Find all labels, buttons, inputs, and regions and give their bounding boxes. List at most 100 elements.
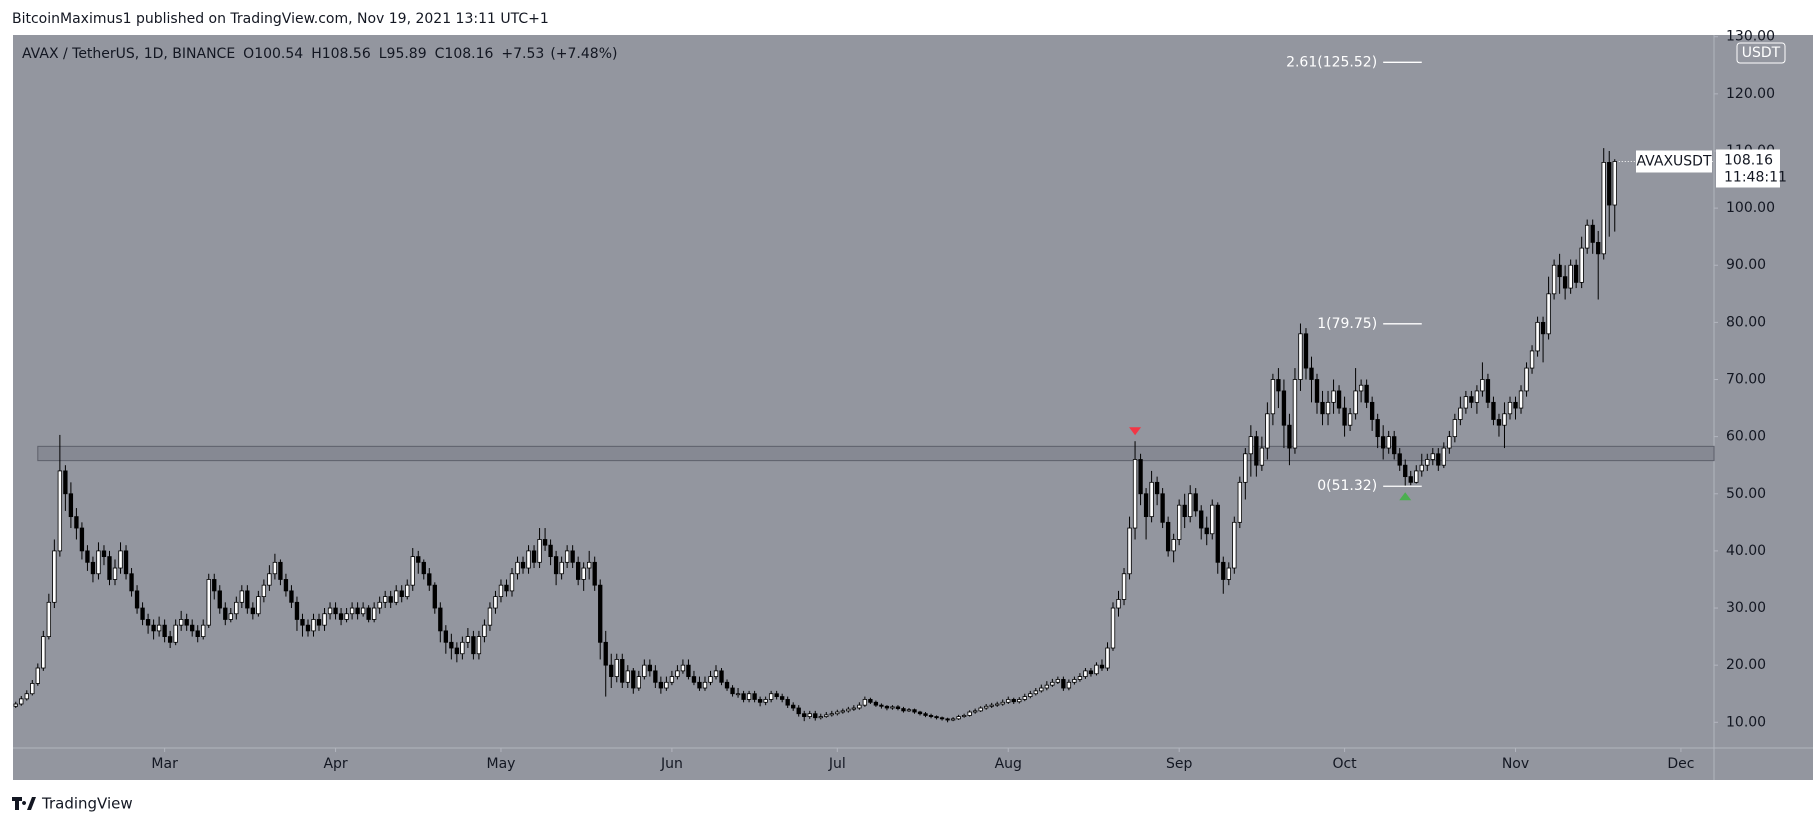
candle-body (1232, 521, 1237, 569)
candle-body (1006, 699, 1011, 703)
candle-body (1513, 401, 1518, 409)
candle-body (509, 573, 515, 592)
candle-body (807, 713, 812, 717)
candle-body (1403, 464, 1408, 478)
candle-body (829, 713, 834, 716)
candle-body (1463, 396, 1469, 409)
candle-body (272, 561, 278, 575)
candle-body (746, 693, 752, 700)
candle-body (1585, 224, 1590, 249)
candle-body (1480, 379, 1485, 392)
y-tick-label: 60.00 (1726, 429, 1766, 445)
candle-body (664, 681, 669, 689)
candle-body (1270, 379, 1276, 415)
candle-body (1336, 390, 1342, 409)
candle-body (724, 681, 730, 689)
candle-body (1601, 162, 1606, 255)
candle-body (559, 561, 564, 575)
candle-body (1353, 390, 1358, 415)
x-tick-label: Nov (1502, 756, 1529, 772)
candle-body (140, 607, 145, 620)
candle-body (1165, 521, 1171, 552)
candle-body (1546, 293, 1551, 335)
candle-body (1000, 701, 1005, 705)
y-tick-label: 120.00 (1726, 86, 1775, 102)
candle-body (300, 619, 305, 626)
candle-body (1149, 481, 1154, 518)
candle-body (1254, 436, 1259, 466)
plot-area: 2.61(125.52) 1(79.75) 0(51.32) (13, 54, 1715, 723)
candle-body (349, 607, 355, 615)
candle-body (190, 624, 195, 632)
candle-body (1088, 670, 1094, 675)
candle-body (405, 584, 410, 598)
candle-body (928, 715, 934, 717)
candle-body (338, 613, 344, 620)
candle-body (592, 561, 597, 586)
candle-body (294, 601, 300, 620)
candle-body (156, 624, 162, 632)
ohlc-value: 95.89 (387, 46, 427, 62)
candle-body (1414, 470, 1419, 483)
x-tick-label: Apr (323, 756, 347, 772)
header: BitcoinMaximus1 published on TradingView… (12, 11, 549, 27)
candle-body (1221, 561, 1226, 580)
candle-body (256, 596, 261, 615)
candle-body (1204, 527, 1209, 535)
candle-body (1022, 696, 1027, 700)
candle-body (995, 703, 1000, 706)
candle-body (1386, 436, 1391, 449)
candle-body (702, 681, 708, 689)
candle-body (735, 693, 741, 696)
candle-body (482, 624, 487, 637)
candle-body (1121, 573, 1127, 600)
candle-body (498, 584, 504, 598)
candle-body (1430, 453, 1435, 460)
candle-body (542, 539, 548, 546)
candle-body (1287, 424, 1292, 449)
candle-body (13, 703, 18, 707)
candle-body (1105, 647, 1110, 669)
candle-body (581, 567, 586, 580)
candle-body (289, 590, 294, 603)
candle-body (123, 550, 129, 575)
candle-body (1226, 567, 1231, 580)
candle-body (1237, 481, 1242, 523)
candle-body (1143, 493, 1149, 518)
candle-body (1314, 379, 1320, 403)
ohlc-value: 108.16 (444, 46, 493, 62)
candle-body (1419, 464, 1424, 472)
candle-body (68, 493, 74, 518)
candle-body (917, 711, 923, 715)
x-tick-label: May (486, 756, 515, 772)
candle-body (465, 636, 471, 643)
candle-body (1331, 390, 1336, 403)
candle-body (978, 707, 983, 712)
candle-body (41, 636, 46, 669)
candle-body (1210, 504, 1215, 535)
candle-body (1044, 684, 1049, 689)
x-tick-label: Oct (1332, 756, 1357, 772)
candle-body (167, 636, 173, 643)
candle-body (1342, 407, 1347, 426)
candle-body (1188, 493, 1193, 518)
candle-body (421, 561, 426, 575)
candle-body (366, 607, 371, 620)
candle-body (796, 707, 801, 715)
candle-body (691, 676, 697, 683)
candle-body (283, 579, 289, 592)
candle-body (1397, 453, 1402, 466)
candle-body (862, 699, 868, 706)
last-price: 108.16 (1724, 152, 1773, 168)
candle-body (603, 641, 608, 666)
candle-body (1077, 676, 1083, 680)
y-tick-label: 40.00 (1726, 543, 1766, 559)
x-tick-label: Jul (828, 756, 846, 772)
candle-body (934, 716, 939, 719)
last-price-box (1716, 149, 1780, 188)
y-tick-label: 100.00 (1726, 200, 1775, 216)
candle-body (1507, 401, 1513, 415)
fib-label: 1(79.75) (1317, 316, 1377, 332)
candle-body (1182, 504, 1187, 518)
candle-body (912, 709, 917, 713)
